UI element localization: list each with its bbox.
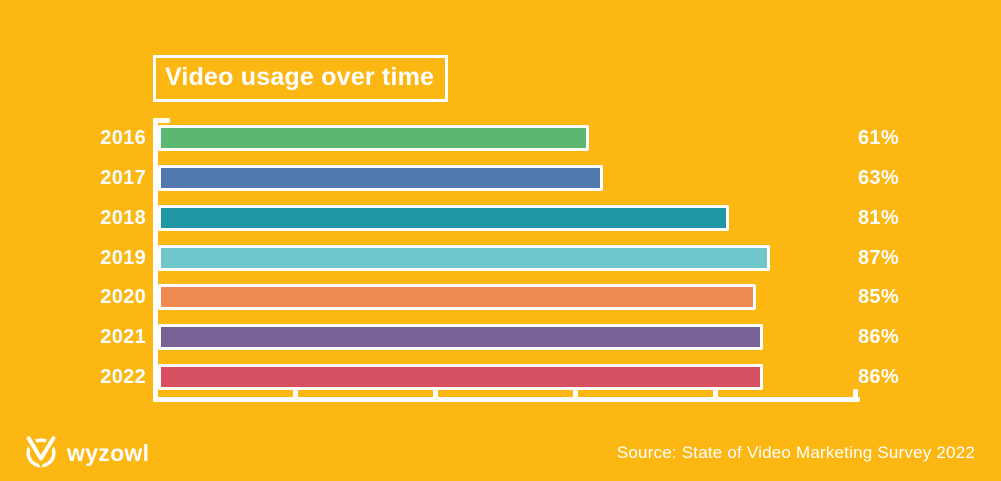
category-label: 2020 [100,286,146,309]
bar [158,204,729,231]
category-label: 2017 [100,166,146,189]
value-label: 86% [858,326,899,349]
x-axis-tick [293,389,298,401]
x-axis-tick [713,389,718,401]
value-label: 85% [858,286,899,309]
value-label: 86% [858,366,899,389]
value-label: 63% [858,166,899,189]
source-attribution: Source: State of Video Marketing Survey … [616,443,975,462]
y-axis-line [153,118,158,402]
chart-title: Video usage over time [165,63,435,91]
x-axis-tick [153,389,158,401]
x-axis-line [153,397,860,402]
bar-row: 2022 86% [0,364,1001,391]
value-label: 81% [858,206,899,229]
x-axis-tick [433,389,438,401]
bar-row: 2021 86% [0,324,1001,351]
bar-row: 2020 85% [0,284,1001,311]
bar [158,244,771,271]
x-axis-tick [853,389,858,401]
bar [158,164,604,191]
bar [158,284,757,311]
bar [158,324,764,351]
wyzowl-logo: wyzowl [22,432,149,475]
category-label: 2021 [100,326,146,349]
value-label: 87% [858,246,899,269]
bar-row: 2018 81% [0,204,1001,231]
bar-row: 2016 61% [0,125,1001,151]
chart-title-box: Video usage over time [153,55,449,102]
bar-row: 2017 63% [0,164,1001,191]
category-label: 2019 [100,246,146,269]
bar-row: 2019 87% [0,244,1001,271]
bar [158,125,590,151]
category-label: 2016 [100,127,146,149]
value-label: 61% [858,127,899,149]
category-label: 2022 [100,366,146,389]
x-axis-tick [573,389,578,401]
y-axis-top-tick [153,118,170,123]
category-label: 2018 [100,206,146,229]
wyzowl-logo-text: wyzowl [67,440,150,466]
bar [158,364,764,391]
wyzowl-owl-icon [22,432,60,475]
